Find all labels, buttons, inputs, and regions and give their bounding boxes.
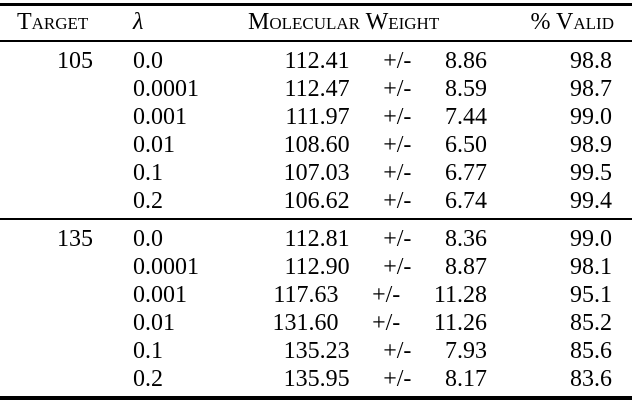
- percent-valid-cell: 83.6: [570, 365, 612, 392]
- table-row: 105 0.0 112.41 +/- 8.86 98.8: [0, 41, 632, 75]
- table-row: 0.01 131.60 +/- 11.26 85.2: [0, 309, 632, 337]
- molecular-weight-cell: 135.23 +/- 7.93: [283, 337, 487, 364]
- lambda-cell: 0.0: [133, 47, 163, 74]
- table-row: 0.0001 112.47 +/- 8.59 98.7: [0, 75, 632, 103]
- percent-valid-cell: 98.1: [570, 253, 612, 280]
- target-cell-empty: [0, 337, 133, 365]
- molecular-weight-cell: 117.63 +/- 11.28: [273, 281, 487, 308]
- target-cell-empty: [0, 159, 133, 187]
- percent-valid-cell: 98.7: [570, 75, 612, 102]
- lambda-cell: 0.01: [133, 309, 175, 336]
- target-cell-empty: [0, 75, 133, 103]
- col-header-percent-valid: % Valid: [530, 9, 615, 36]
- percent-valid-cell: 95.1: [570, 281, 612, 308]
- results-table: Target λ Molecular Weight % Valid 105 0.…: [0, 3, 632, 400]
- target-cell-empty: [0, 131, 133, 159]
- molecular-weight-cell: 111.97 +/- 7.44: [285, 103, 487, 130]
- table-row: 135 0.0 112.81 +/- 8.36 99.0: [0, 219, 632, 253]
- table-header-row: Target λ Molecular Weight % Valid: [0, 5, 632, 41]
- target-cell-empty: [0, 253, 133, 281]
- lambda-cell: 0.2: [133, 365, 163, 392]
- group-target-105: 105 0.0 112.41 +/- 8.86 98.8 0.0001 112.…: [0, 41, 632, 219]
- molecular-weight-cell: 112.41 +/- 8.86: [284, 47, 487, 74]
- col-header-molecular-weight: Molecular Weight: [248, 9, 440, 36]
- table-row: 0.001 117.63 +/- 11.28 95.1: [0, 281, 632, 309]
- target-cell: 135: [57, 225, 93, 252]
- molecular-weight-cell: 112.47 +/- 8.59: [284, 75, 487, 102]
- molecular-weight-cell: 112.81 +/- 8.36: [284, 225, 487, 252]
- lambda-cell: 0.0001: [133, 253, 199, 280]
- percent-valid-cell: 99.5: [570, 159, 612, 186]
- group-target-135: 135 0.0 112.81 +/- 8.36 99.0 0.0001 112.…: [0, 219, 632, 398]
- lambda-cell: 0.01: [133, 131, 175, 158]
- target-cell: 105: [57, 47, 93, 74]
- table-row: 0.2 106.62 +/- 6.74 99.4: [0, 187, 632, 219]
- target-cell-empty: [0, 281, 133, 309]
- molecular-weight-cell: 106.62 +/- 6.74: [283, 187, 487, 214]
- table-row: 0.01 108.60 +/- 6.50 98.9: [0, 131, 632, 159]
- target-cell-empty: [0, 365, 133, 398]
- target-cell-empty: [0, 103, 133, 131]
- target-cell-empty: [0, 309, 133, 337]
- lambda-cell: 0.0: [133, 225, 163, 252]
- molecular-weight-cell: 108.60 +/- 6.50: [283, 131, 487, 158]
- target-cell-empty: [0, 187, 133, 219]
- percent-valid-cell: 99.0: [570, 103, 612, 130]
- lambda-cell: 0.0001: [133, 75, 199, 102]
- col-header-target: Target: [17, 9, 89, 36]
- lambda-cell: 0.1: [133, 337, 163, 364]
- percent-valid-cell: 99.0: [570, 225, 612, 252]
- table-row: 0.1 135.23 +/- 7.93 85.6: [0, 337, 632, 365]
- molecular-weight-cell: 131.60 +/- 11.26: [272, 309, 487, 336]
- lambda-cell: 0.1: [133, 159, 163, 186]
- percent-valid-cell: 98.8: [570, 47, 612, 74]
- table-row: 0.2 135.95 +/- 8.17 83.6: [0, 365, 632, 398]
- percent-valid-cell: 99.4: [570, 187, 612, 214]
- percent-valid-cell: 98.9: [570, 131, 612, 158]
- col-header-lambda: λ: [133, 9, 144, 36]
- table-row: 0.0001 112.90 +/- 8.87 98.1: [0, 253, 632, 281]
- table-row: 0.1 107.03 +/- 6.77 99.5: [0, 159, 632, 187]
- lambda-cell: 0.001: [133, 103, 187, 130]
- molecular-weight-cell: 135.95 +/- 8.17: [283, 365, 487, 392]
- molecular-weight-cell: 112.90 +/- 8.87: [284, 253, 487, 280]
- lambda-cell: 0.001: [133, 281, 187, 308]
- lambda-cell: 0.2: [133, 187, 163, 214]
- percent-valid-cell: 85.2: [570, 309, 612, 336]
- percent-valid-cell: 85.6: [570, 337, 612, 364]
- table-header: Target λ Molecular Weight % Valid: [0, 5, 632, 41]
- molecular-weight-cell: 107.03 +/- 6.77: [283, 159, 487, 186]
- table-row: 0.001 111.97 +/- 7.44 99.0: [0, 103, 632, 131]
